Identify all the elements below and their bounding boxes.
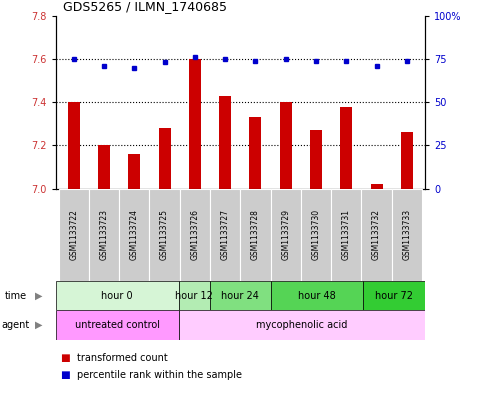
Text: GSM1133727: GSM1133727 (221, 209, 229, 260)
Bar (392, 189, 422, 281)
Bar (56, 310, 179, 340)
Text: ▶: ▶ (35, 320, 43, 330)
Text: GSM1133731: GSM1133731 (342, 209, 351, 260)
Text: GSM1133724: GSM1133724 (130, 209, 139, 260)
Text: ■: ■ (60, 353, 70, 363)
Bar (301, 189, 331, 281)
Text: hour 72: hour 72 (375, 291, 413, 301)
Bar (361, 189, 392, 281)
Text: transformed count: transformed count (77, 353, 168, 363)
Text: GSM1133733: GSM1133733 (402, 209, 412, 261)
Text: hour 48: hour 48 (298, 291, 336, 301)
Text: hour 0: hour 0 (101, 291, 133, 301)
Bar (58, 189, 89, 281)
Text: untreated control: untreated control (75, 320, 159, 330)
Bar (331, 189, 361, 281)
Text: hour 24: hour 24 (221, 291, 259, 301)
Bar (370, 184, 383, 189)
Bar (89, 189, 119, 281)
Text: GSM1133732: GSM1133732 (372, 209, 381, 260)
Bar (219, 95, 231, 189)
Text: percentile rank within the sample: percentile rank within the sample (77, 370, 242, 380)
Text: GSM1133729: GSM1133729 (281, 209, 290, 260)
Bar (340, 107, 353, 189)
Bar (271, 281, 364, 310)
Text: GSM1133723: GSM1133723 (99, 209, 109, 260)
Bar (68, 102, 80, 189)
Bar (310, 130, 322, 189)
Bar (158, 128, 170, 189)
Bar (98, 145, 110, 189)
Bar (119, 189, 149, 281)
Bar (241, 189, 270, 281)
Bar (179, 281, 210, 310)
Bar (189, 59, 201, 189)
Bar (179, 310, 425, 340)
Text: ■: ■ (60, 370, 70, 380)
Bar (149, 189, 180, 281)
Text: mycophenolic acid: mycophenolic acid (256, 320, 348, 330)
Text: GSM1133730: GSM1133730 (312, 209, 321, 261)
Bar (280, 102, 292, 189)
Bar (56, 281, 179, 310)
Bar (270, 189, 301, 281)
Text: GSM1133726: GSM1133726 (190, 209, 199, 260)
Bar (364, 281, 425, 310)
Bar (210, 281, 271, 310)
Text: GSM1133722: GSM1133722 (69, 209, 78, 260)
Text: GSM1133725: GSM1133725 (160, 209, 169, 260)
Text: time: time (5, 291, 27, 301)
Bar (180, 189, 210, 281)
Bar (210, 189, 241, 281)
Bar (128, 154, 141, 189)
Bar (401, 132, 413, 189)
Text: ▶: ▶ (35, 291, 43, 301)
Text: GDS5265 / ILMN_1740685: GDS5265 / ILMN_1740685 (63, 0, 227, 13)
Text: hour 12: hour 12 (175, 291, 213, 301)
Text: agent: agent (1, 320, 29, 330)
Bar (249, 117, 261, 189)
Text: GSM1133728: GSM1133728 (251, 209, 260, 260)
